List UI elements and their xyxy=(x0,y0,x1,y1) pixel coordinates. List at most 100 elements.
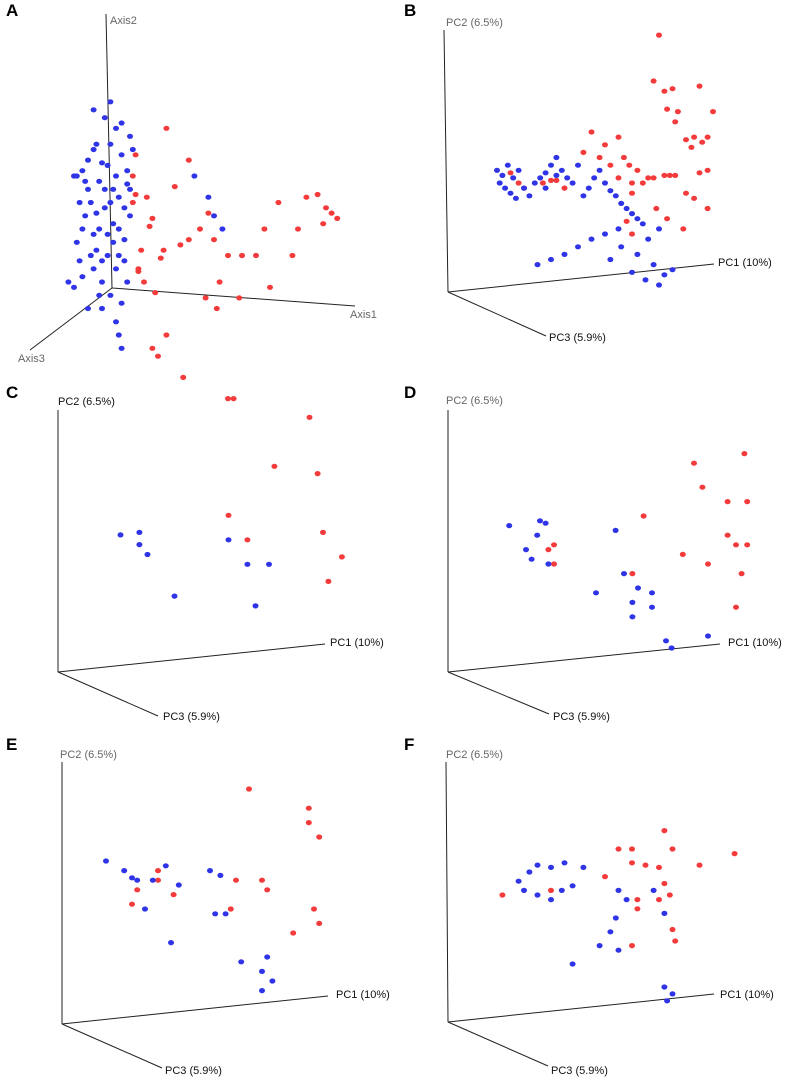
panel-letter-f: F xyxy=(404,735,414,754)
data-point-red xyxy=(548,177,554,183)
data-point-blue xyxy=(134,877,141,883)
panel-letter-d: D xyxy=(404,383,416,402)
data-point-red xyxy=(132,152,139,158)
data-point-blue xyxy=(607,929,614,935)
data-point-red xyxy=(615,846,622,852)
panel-letter-c: C xyxy=(6,383,18,402)
data-point-blue xyxy=(87,252,94,259)
data-point-blue xyxy=(149,877,156,883)
data-point-blue xyxy=(101,205,108,211)
data-point-red xyxy=(629,180,635,186)
data-point-blue xyxy=(171,593,178,599)
data-point-blue xyxy=(664,998,671,1004)
data-point-blue xyxy=(645,236,652,242)
data-point-blue xyxy=(113,173,119,179)
points-group xyxy=(506,451,751,651)
data-point-red xyxy=(261,226,268,232)
data-point-red xyxy=(545,547,552,553)
data-point-red xyxy=(134,887,141,893)
panel-letter-e: E xyxy=(6,735,17,754)
data-point-blue xyxy=(162,863,169,869)
data-point-blue xyxy=(649,604,655,610)
panel-f: F PC2 (6.5%) PC1 (10%) PC3 (5.9%) xyxy=(404,735,774,1077)
data-point-blue xyxy=(117,532,124,538)
data-point-blue xyxy=(118,120,125,126)
data-point-blue xyxy=(207,868,213,874)
data-point-blue xyxy=(93,210,100,216)
data-point-red xyxy=(236,295,243,301)
data-point-blue xyxy=(191,173,198,179)
data-point-red xyxy=(691,460,697,466)
data-point-blue xyxy=(602,180,608,186)
data-point-red xyxy=(699,139,706,145)
data-point-red xyxy=(295,226,301,232)
data-point-blue xyxy=(534,532,541,538)
data-point-red xyxy=(580,149,587,155)
data-point-red xyxy=(316,920,323,927)
panel-d: D PC2 (6.5%) PC1 (10%) PC3 (5.9%) xyxy=(404,383,782,723)
data-point-red xyxy=(704,134,711,140)
data-point-red xyxy=(320,221,327,227)
data-point-blue xyxy=(656,282,662,288)
data-point-red xyxy=(733,604,739,610)
data-point-blue xyxy=(124,279,131,285)
data-point-blue xyxy=(144,551,151,558)
data-point-red xyxy=(211,237,217,243)
data-point-red xyxy=(629,860,635,866)
data-point-red xyxy=(303,194,310,200)
data-point-red xyxy=(129,199,136,206)
data-point-red xyxy=(155,353,161,359)
data-point-blue xyxy=(127,133,133,139)
data-point-red xyxy=(629,231,635,237)
data-point-red xyxy=(271,463,278,469)
data-point-red xyxy=(741,451,748,457)
data-point-blue xyxy=(548,864,554,871)
data-point-red xyxy=(710,109,716,115)
data-point-blue xyxy=(71,284,77,290)
data-point-blue xyxy=(107,141,114,147)
data-point-red xyxy=(629,846,635,852)
data-point-blue xyxy=(118,152,125,158)
data-point-red xyxy=(634,897,641,903)
data-point-red xyxy=(180,374,187,380)
data-point-red xyxy=(669,846,676,852)
data-point-red xyxy=(334,215,341,221)
points-group xyxy=(494,32,716,288)
data-point-red xyxy=(253,252,259,259)
data-point-blue xyxy=(668,645,675,651)
data-point-blue xyxy=(496,180,503,186)
data-point-blue xyxy=(217,872,224,879)
data-point-blue xyxy=(115,332,122,338)
data-point-red xyxy=(320,529,326,536)
data-point-blue xyxy=(561,251,568,257)
data-point-red xyxy=(704,167,711,173)
data-point-red xyxy=(135,268,142,274)
axis-line-y xyxy=(443,29,449,293)
data-point-blue xyxy=(90,107,97,113)
axis-label-y: PC2 (6.5%) xyxy=(446,17,503,29)
data-point-blue xyxy=(107,199,114,206)
data-point-red xyxy=(146,223,153,229)
axis-label-z: PC3 (5.9%) xyxy=(549,332,606,344)
data-point-red xyxy=(629,571,636,577)
data-point-blue xyxy=(104,162,111,168)
data-point-blue xyxy=(142,906,148,912)
data-point-blue xyxy=(650,887,657,894)
data-point-blue xyxy=(85,186,91,192)
data-point-red xyxy=(213,305,220,312)
data-point-red xyxy=(171,184,178,190)
data-point-blue xyxy=(629,269,635,275)
data-point-red xyxy=(642,862,649,868)
axis-line-z xyxy=(29,287,113,351)
axis-label-x: PC1 (10%) xyxy=(720,989,774,1001)
data-point-blue xyxy=(580,864,587,871)
data-point-red xyxy=(596,154,603,161)
data-point-blue xyxy=(222,911,229,917)
data-point-red xyxy=(699,484,706,490)
data-point-blue xyxy=(558,887,565,894)
data-point-blue xyxy=(129,146,136,153)
data-point-red xyxy=(132,191,139,198)
data-point-red xyxy=(338,554,345,560)
data-point-red xyxy=(661,880,668,887)
